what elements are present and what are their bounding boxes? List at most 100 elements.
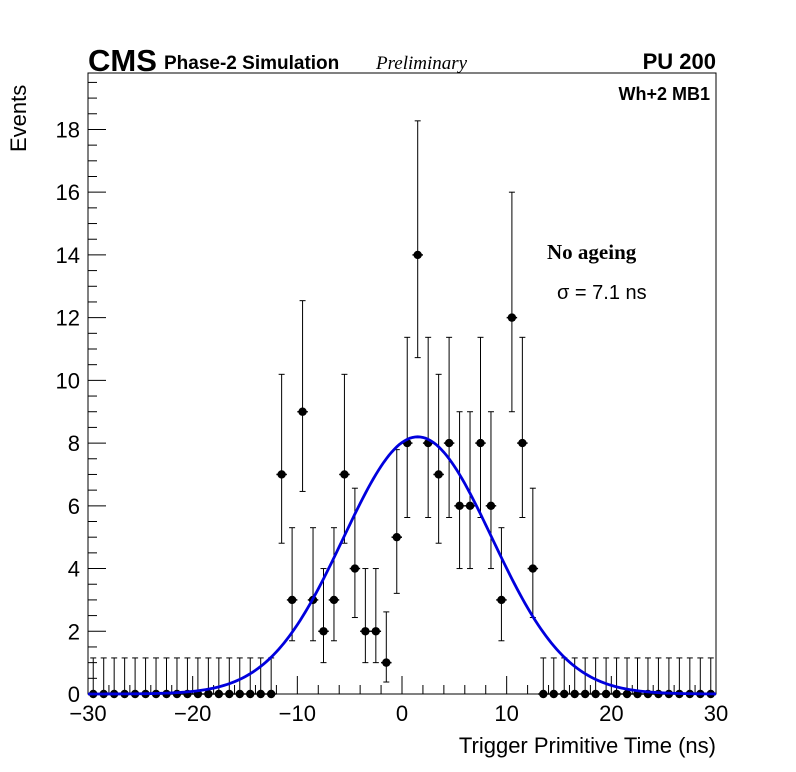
data-point <box>234 657 245 699</box>
data-point <box>538 657 549 699</box>
data-point <box>464 411 476 570</box>
pileup-label: PU 200 <box>643 49 716 74</box>
marker <box>340 470 349 479</box>
data-point <box>98 657 109 699</box>
marker <box>497 595 506 605</box>
marker <box>413 250 422 260</box>
data-point <box>559 657 570 699</box>
y-tick-label: 14 <box>56 243 80 268</box>
y-tick-label: 10 <box>56 368 80 393</box>
data-point <box>579 657 591 699</box>
data-point <box>286 527 298 642</box>
gaussian-fit-curve <box>87 435 717 696</box>
marker <box>266 689 276 699</box>
data-point <box>245 657 256 699</box>
data-point <box>328 527 340 642</box>
data-point <box>611 657 622 699</box>
marker <box>455 501 464 511</box>
marker <box>434 470 443 479</box>
data-point <box>422 336 434 518</box>
data-point <box>496 527 507 642</box>
data-point <box>129 657 141 699</box>
data-point <box>569 657 580 699</box>
marker <box>591 689 600 699</box>
data-point <box>381 611 392 683</box>
data-point <box>527 487 539 619</box>
data-point <box>391 449 402 594</box>
marker <box>214 689 224 699</box>
marker <box>298 407 307 416</box>
marker <box>528 564 538 573</box>
marker <box>235 689 244 699</box>
data-point <box>339 373 350 544</box>
y-tick-label: 18 <box>56 117 80 142</box>
data-point <box>224 657 235 699</box>
marker <box>539 689 548 699</box>
data-point <box>265 657 277 699</box>
data-point <box>276 373 287 544</box>
region-label: Wh+2 MB1 <box>618 84 710 104</box>
data-point <box>590 657 601 699</box>
no-ageing-label: No ageing <box>547 240 637 264</box>
data-point <box>433 373 444 544</box>
marker <box>601 689 611 699</box>
data-point <box>548 657 559 699</box>
data-point <box>621 657 633 699</box>
x-tick-label: −30 <box>69 701 106 726</box>
marker <box>465 501 475 511</box>
marker <box>612 689 621 699</box>
data-point <box>119 657 130 699</box>
x-tick-label: 20 <box>599 701 623 726</box>
data-point <box>475 336 486 518</box>
y-tick-label: 8 <box>68 431 80 456</box>
marker <box>518 438 527 448</box>
y-axis-title: Events <box>6 85 31 152</box>
marker <box>580 689 590 699</box>
marker <box>549 689 558 699</box>
marker <box>622 689 632 699</box>
data-point <box>140 657 151 699</box>
data-point <box>506 191 518 413</box>
marker <box>361 627 370 636</box>
y-tick-label: 4 <box>68 557 80 582</box>
marker <box>476 438 485 448</box>
data-point <box>203 657 214 699</box>
marker <box>319 627 328 636</box>
phase2-simulation-label: Phase-2 Simulation <box>164 53 339 74</box>
data-point <box>213 657 225 699</box>
sigma-label: σ = 7.1 ns <box>557 282 647 304</box>
data-point <box>485 411 497 570</box>
x-tick-label: −20 <box>174 701 211 726</box>
y-tick-label: 6 <box>68 494 80 519</box>
marker <box>287 595 297 605</box>
preliminary-label: Preliminary <box>375 53 468 74</box>
data-point <box>349 487 361 619</box>
data-point <box>412 120 423 359</box>
marker <box>560 689 569 699</box>
marker <box>350 564 360 573</box>
data-point <box>684 657 696 699</box>
data-point <box>695 657 706 699</box>
data-point <box>600 657 612 699</box>
y-tick-label: 12 <box>56 306 80 331</box>
data-point <box>108 657 120 699</box>
marker <box>246 689 255 699</box>
marker <box>392 532 401 542</box>
marker <box>256 689 265 699</box>
marker <box>371 627 381 636</box>
marker <box>486 501 496 511</box>
data-point <box>402 336 413 518</box>
data-point <box>297 300 308 492</box>
marker <box>204 689 213 699</box>
data-point <box>318 568 329 664</box>
marker <box>444 438 454 448</box>
x-axis-title: Trigger Primitive Time (ns) <box>459 733 716 758</box>
x-tick-label: 10 <box>494 701 518 726</box>
marker <box>507 313 517 322</box>
marker <box>570 689 579 699</box>
y-tick-label: 2 <box>68 619 80 644</box>
plot-frame <box>87 72 717 695</box>
data-point <box>443 336 455 518</box>
data-point <box>454 411 465 570</box>
